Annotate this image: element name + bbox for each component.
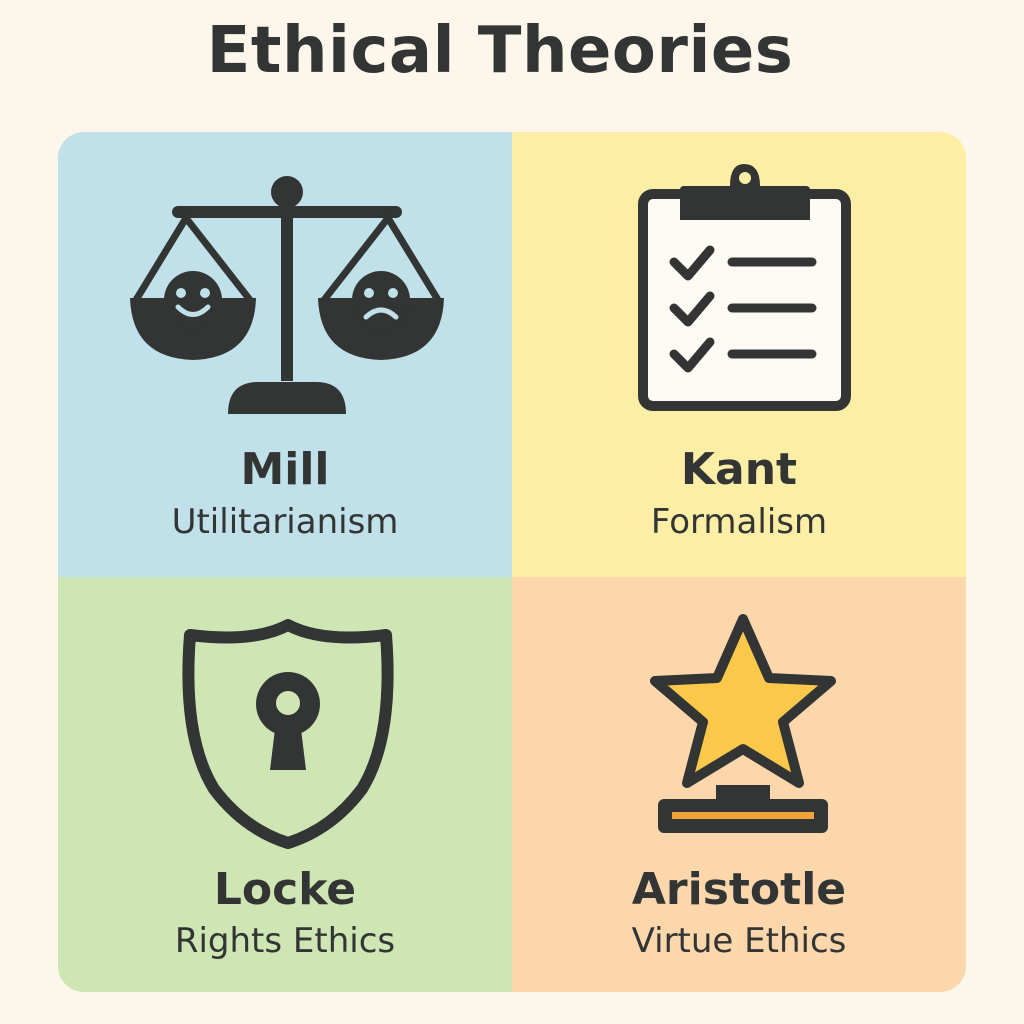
theory-label-utilitarianism: Utilitarianism <box>171 502 399 542</box>
philosopher-name-locke: Locke <box>213 864 357 915</box>
theories-grid: Mill Utilitarianism Kant Formalism <box>58 132 966 992</box>
shield-keyhole-icon <box>182 619 394 849</box>
clipboard-checklist-icon <box>638 164 851 411</box>
quadrant-mill: Mill Utilitarianism <box>58 132 512 577</box>
theory-label-virtue-ethics: Virtue Ethics <box>631 921 847 961</box>
philosopher-name-mill: Mill <box>240 444 330 495</box>
balance-scale-icon <box>130 176 444 414</box>
theory-label-formalism: Formalism <box>650 502 828 542</box>
quadrant-aristotle: Aristotle Virtue Ethics <box>512 577 966 992</box>
theory-label-rights-ethics: Rights Ethics <box>174 921 396 961</box>
philosopher-name-aristotle: Aristotle <box>631 864 847 915</box>
quadrant-kant: Kant Formalism <box>512 132 966 577</box>
star-trophy-icon <box>650 614 836 833</box>
quadrant-locke: Locke Rights Ethics <box>58 577 512 992</box>
philosopher-name-kant: Kant <box>680 444 798 495</box>
page-title: Ethical Theories <box>206 14 794 88</box>
